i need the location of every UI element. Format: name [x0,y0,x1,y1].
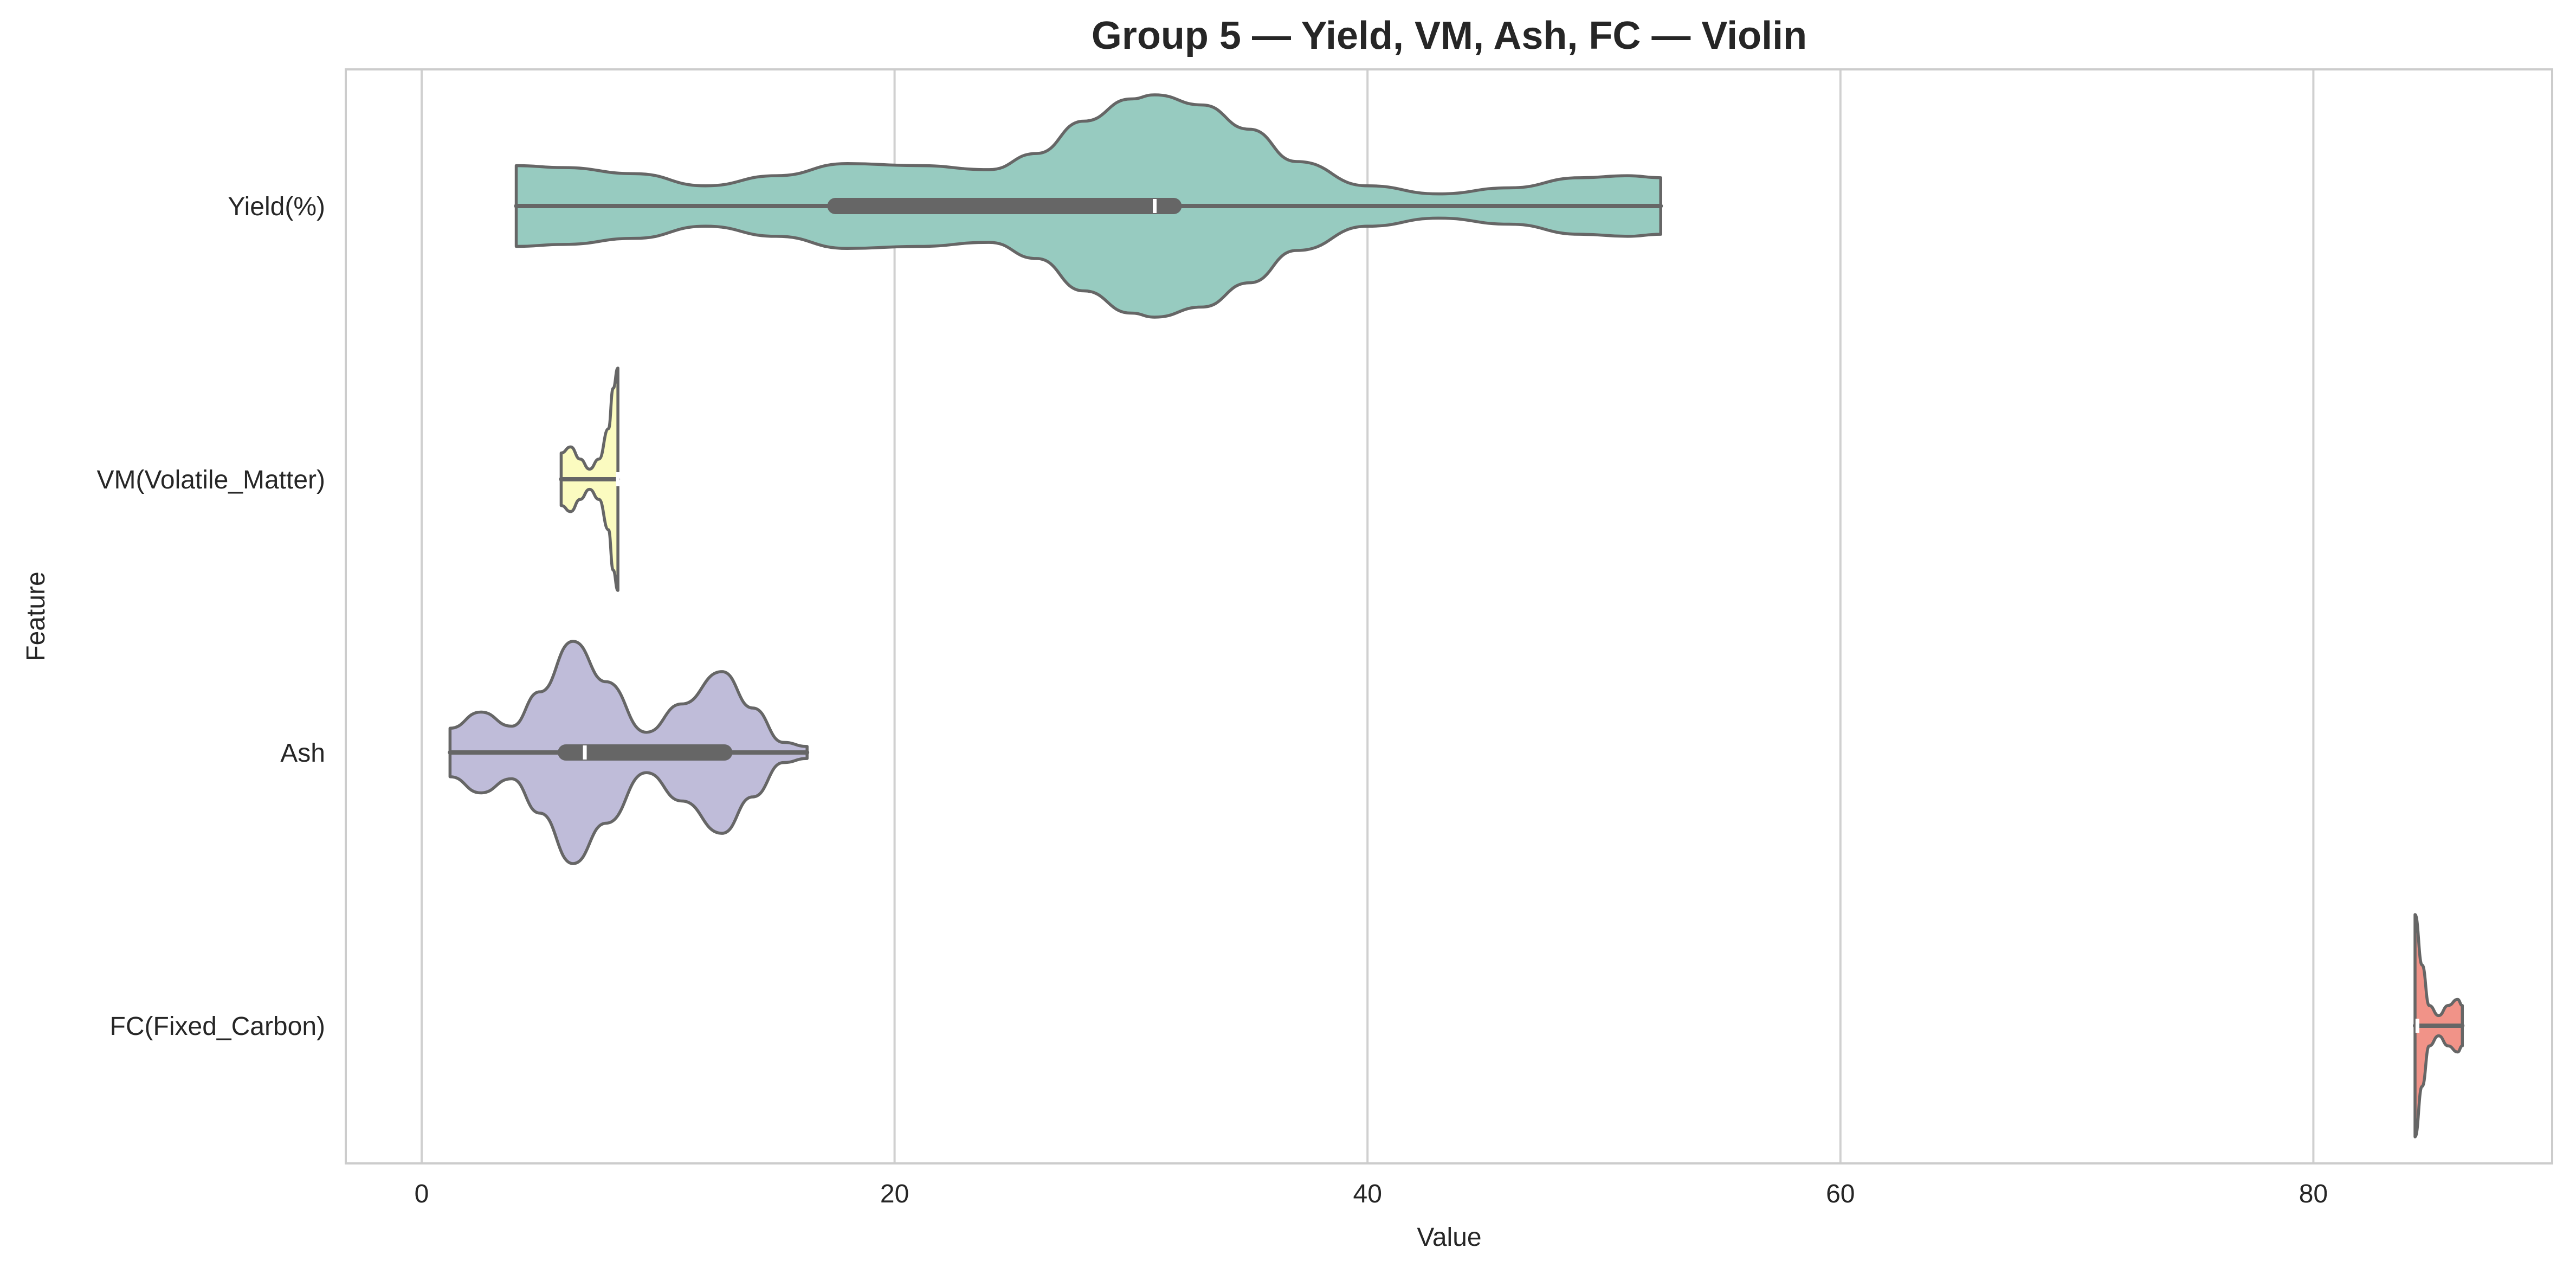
violin-0 [514,93,1663,319]
x-tick-label: 80 [2299,1180,2328,1208]
x-tick-label: 0 [415,1180,429,1208]
grid-lines [421,69,2315,1163]
chart-title: Group 5 — Yield, VM, Ash, FC — Violin [1092,14,1807,57]
violin-3 [2413,913,2465,1138]
violin-layer [448,93,2465,1138]
x-axis-label: Value [1417,1223,1481,1252]
x-tick-label: 20 [880,1180,909,1208]
x-tick-label: 40 [1353,1180,1382,1208]
y-tick-label: VM(Volatile_Matter) [97,466,325,494]
y-tick-label: Yield(%) [228,192,325,221]
y-axis-label: Feature [22,571,50,661]
tick-labels: 0 20 40 60 80 Yield(%) VM(Volatile_Matter) Ash F… [97,192,2328,1208]
violin-1 [559,366,621,592]
y-tick-label: Ash [280,739,325,768]
x-tick-label: 60 [1826,1180,1855,1208]
plot-frame [345,68,2553,1164]
y-tick-label: FC(Fixed_Carbon) [110,1012,325,1041]
violin-2 [448,640,810,865]
